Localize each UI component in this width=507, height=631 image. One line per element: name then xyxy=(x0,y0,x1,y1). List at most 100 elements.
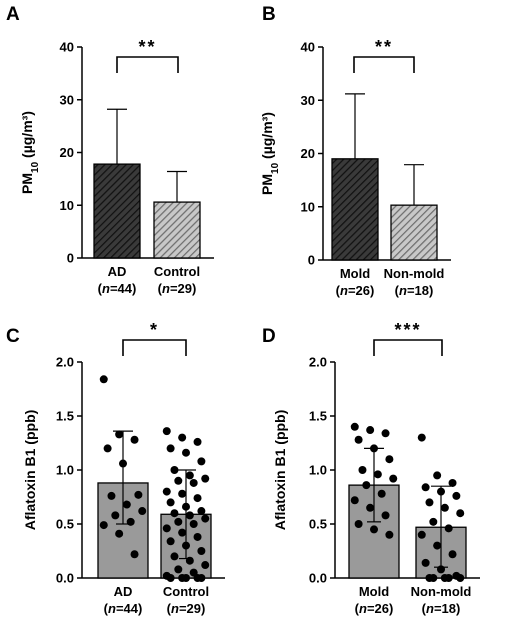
data-point xyxy=(103,444,112,453)
data-point xyxy=(182,574,190,582)
significance-label: ** xyxy=(138,37,156,57)
data-point xyxy=(178,433,187,442)
data-point xyxy=(197,457,206,466)
panel-letter-c: C xyxy=(6,326,20,347)
category-n-label: (n=44) xyxy=(98,281,137,296)
category-label: AD xyxy=(114,584,133,599)
data-point xyxy=(126,517,135,526)
data-point xyxy=(166,498,175,507)
y-axis-label: PM10 (µg/m³) xyxy=(259,112,281,195)
y-axis-label: Aflatoxin B1 (ppb) xyxy=(22,410,38,531)
y-tick-label: 0.0 xyxy=(56,571,74,586)
data-point xyxy=(189,478,198,487)
data-point xyxy=(174,565,183,574)
data-point xyxy=(201,474,210,483)
y-tick-label: 20 xyxy=(60,145,74,160)
data-point xyxy=(452,491,461,500)
data-point xyxy=(185,511,194,520)
data-point xyxy=(417,433,426,442)
data-point xyxy=(385,530,394,539)
data-point xyxy=(99,375,108,384)
data-point xyxy=(433,541,442,550)
significance-bracket xyxy=(116,56,179,73)
data-point xyxy=(130,435,139,444)
y-tick-label: 0 xyxy=(67,251,74,266)
data-point xyxy=(377,489,386,498)
category-label: Control xyxy=(154,264,200,279)
y-tick-label: 0.0 xyxy=(309,571,327,586)
data-point xyxy=(421,483,430,492)
data-point xyxy=(162,487,171,496)
data-point xyxy=(130,550,139,559)
significance-bracket xyxy=(353,56,415,73)
data-point xyxy=(448,550,457,559)
data-point xyxy=(201,514,210,523)
data-point xyxy=(166,537,175,546)
y-tick-label: 0.5 xyxy=(56,517,74,532)
y-tick-label: 10 xyxy=(301,199,315,214)
data-point xyxy=(358,466,367,474)
data-point xyxy=(429,574,438,582)
category-label: Control xyxy=(163,584,209,599)
data-point xyxy=(162,524,171,533)
data-point xyxy=(429,517,438,526)
data-point xyxy=(433,471,442,480)
category-label: Mold xyxy=(359,584,389,599)
data-point xyxy=(350,496,359,505)
data-point xyxy=(134,490,143,499)
data-point xyxy=(373,470,382,479)
y-tick-label: 10 xyxy=(60,198,74,213)
y-tick-label: 1.0 xyxy=(56,463,74,478)
data-point xyxy=(389,474,398,483)
bar xyxy=(93,163,141,259)
y-tick-label: 30 xyxy=(60,92,74,107)
bar xyxy=(390,204,438,261)
y-axis-label: Aflatoxin B1 (ppb) xyxy=(272,410,288,531)
data-point xyxy=(440,503,449,512)
data-point xyxy=(197,547,206,555)
data-point xyxy=(362,481,371,490)
y-tick-label: 30 xyxy=(301,93,315,108)
significance-label: * xyxy=(150,320,159,340)
data-point xyxy=(456,509,465,518)
y-tick-label: 2.0 xyxy=(56,355,74,370)
data-point xyxy=(381,429,390,438)
data-point xyxy=(350,422,359,431)
data-point xyxy=(174,517,183,526)
category-n-label: (n=44) xyxy=(104,601,143,616)
data-point xyxy=(444,524,453,533)
category-label: Non-mold xyxy=(411,584,472,599)
panel-letter-b: B xyxy=(262,4,276,25)
data-point xyxy=(170,466,179,474)
category-n-label: (n=18) xyxy=(422,601,461,616)
data-point xyxy=(122,500,131,509)
data-point xyxy=(421,558,430,567)
category-n-label: (n=18) xyxy=(395,283,434,298)
y-tick-label: 0.5 xyxy=(309,517,327,532)
panel-letter-a: A xyxy=(6,4,20,25)
y-tick-label: 1.0 xyxy=(309,463,327,478)
panel-letter-d: D xyxy=(262,326,276,347)
data-point xyxy=(99,521,108,530)
y-tick-label: 0 xyxy=(308,253,315,268)
category-label: Mold xyxy=(340,266,370,281)
data-point xyxy=(115,430,124,439)
data-point xyxy=(456,574,465,582)
significance-bracket xyxy=(122,339,187,356)
panel-a-plot: 0 10 20 30 40 PM10 (µg/m³) ** AD (n=44) Control (n… xyxy=(19,37,214,296)
data-point xyxy=(193,437,202,446)
data-point xyxy=(197,574,206,582)
data-point xyxy=(197,507,206,516)
y-tick-label: 1.5 xyxy=(56,409,74,424)
data-point xyxy=(111,511,120,520)
category-label: Non-mold xyxy=(384,266,445,281)
data-point xyxy=(166,444,175,453)
y-tick-label: 40 xyxy=(60,40,74,55)
panel-c-plot: 0.0 0.5 1.0 1.5 2.0 Aflatoxin B1 (ppb) * AD (n=4… xyxy=(22,320,225,616)
data-point xyxy=(138,507,147,516)
data-point xyxy=(162,427,171,436)
data-point xyxy=(425,498,434,507)
data-point xyxy=(170,552,179,561)
category-n-label: (n=26) xyxy=(336,283,375,298)
